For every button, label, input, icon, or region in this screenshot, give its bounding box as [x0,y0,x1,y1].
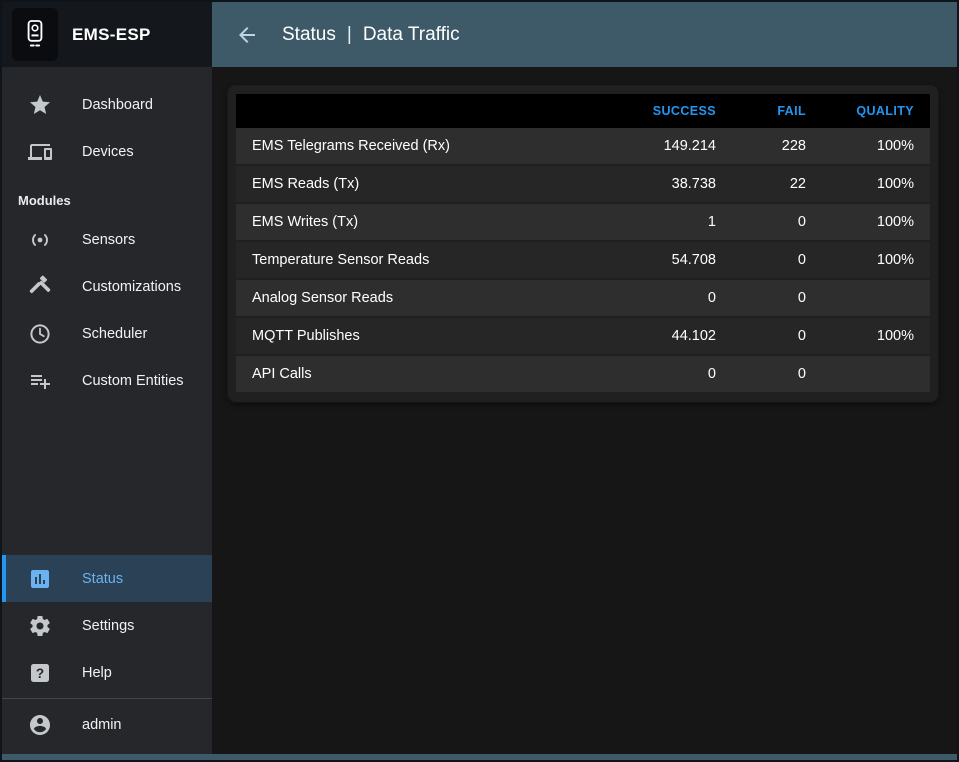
data-traffic-card: SUCCESS FAIL QUALITY EMS Telegrams Recei… [228,86,938,402]
quality-value: 100% [822,203,930,242]
table-row: API Calls 0 0 [236,355,930,394]
row-label: EMS Writes (Tx) [236,203,620,242]
app-bar: Status | Data Traffic [212,2,957,67]
devices-icon [28,140,52,164]
sidebar-item-label: Settings [82,617,135,634]
clock-icon [28,322,52,346]
brand-title: EMS-ESP [72,24,151,44]
sidebar-item-label: Custom Entities [82,372,184,389]
table-row: Analog Sensor Reads 0 0 [236,279,930,318]
sidebar-item-help[interactable]: ? Help [2,649,212,696]
sidebar-item-label: Devices [82,143,134,160]
page-title-page: Data Traffic [362,23,460,45]
sidebar-item-status[interactable]: Status [2,555,212,602]
sidebar-item-devices[interactable]: Devices [2,128,212,175]
row-label: MQTT Publishes [236,317,620,356]
sidebar-item-label: Help [82,664,112,681]
sidebar-item-label: Status [82,570,124,587]
account-icon [28,713,52,737]
bar-chart-icon [28,567,52,591]
table-row: Temperature Sensor Reads 54.708 0 100% [236,241,930,280]
modules-section-label: Modules [18,193,71,208]
arrow-back-icon [239,26,255,43]
body: Dashboard Devices Modules Sensors [2,67,957,754]
success-value: 44.102 [620,317,732,356]
table-row: EMS Reads (Tx) 38.738 22 100% [236,165,930,204]
row-label: Analog Sensor Reads [236,279,620,318]
row-label: EMS Telegrams Received (Rx) [236,128,620,166]
svg-text:?: ? [36,666,44,681]
quality-value: 100% [822,241,930,280]
fail-value: 228 [732,128,822,166]
main-content: SUCCESS FAIL QUALITY EMS Telegrams Recei… [212,67,957,754]
success-value: 38.738 [620,165,732,204]
sidebar-item-sensors[interactable]: Sensors [2,216,212,263]
fail-value: 0 [732,203,822,242]
success-value: 149.214 [620,128,732,166]
sidebar-bottom-group: Status Settings ? Help [2,555,212,748]
gear-icon [28,614,52,638]
top-bar: EMS-ESP Status | Data Traffic [2,2,957,67]
table-row: EMS Writes (Tx) 1 0 100% [236,203,930,242]
row-label: API Calls [236,355,620,394]
success-value: 0 [620,279,732,318]
back-button[interactable] [234,22,260,48]
fail-value: 22 [732,165,822,204]
sidebar-item-label: admin [82,716,122,733]
help-icon: ? [28,661,52,685]
ems-esp-logo-icon [27,19,43,47]
star-icon [28,93,52,117]
quality-value [822,279,930,318]
sidebar-item-label: Sensors [82,231,136,248]
row-label: Temperature Sensor Reads [236,241,620,280]
sidebar-item-label: Scheduler [82,325,148,342]
success-value: 0 [620,355,732,394]
playlist-add-icon [28,369,52,393]
sensors-icon [28,228,52,252]
fail-value: 0 [732,241,822,280]
sidebar-item-custom-entities[interactable]: Custom Entities [2,357,212,404]
fail-value: 0 [732,355,822,394]
bottom-strip [2,754,957,760]
page-title: Status | Data Traffic [282,24,460,46]
sidebar: Dashboard Devices Modules Sensors [2,67,212,754]
fail-value: 0 [732,317,822,356]
data-traffic-table: SUCCESS FAIL QUALITY EMS Telegrams Recei… [236,94,930,394]
sidebar-item-scheduler[interactable]: Scheduler [2,310,212,357]
sidebar-item-dashboard[interactable]: Dashboard [2,81,212,128]
column-header-quality: QUALITY [822,94,930,128]
column-header-name [236,94,620,128]
quality-value: 100% [822,165,930,204]
sidebar-item-label: Customizations [82,278,182,295]
success-value: 1 [620,203,732,242]
row-label: EMS Reads (Tx) [236,165,620,204]
success-value: 54.708 [620,241,732,280]
quality-value [822,355,930,394]
page-title-section: Status [282,23,336,45]
sidebar-item-label: Dashboard [82,96,153,113]
sidebar-divider [2,698,212,699]
table-row: MQTT Publishes 44.102 0 100% [236,317,930,356]
page-title-separator: | [346,23,352,45]
brand-header: EMS-ESP [2,2,212,67]
fail-value: 0 [732,279,822,318]
column-header-fail: FAIL [732,94,822,128]
logo-tile [12,8,58,61]
sidebar-item-customizations[interactable]: Customizations [2,263,212,310]
tools-icon [28,275,52,299]
column-header-success: SUCCESS [620,94,732,128]
table-header-row: SUCCESS FAIL QUALITY [236,94,930,128]
table-row: EMS Telegrams Received (Rx) 149.214 228 … [236,128,930,166]
sidebar-item-admin[interactable]: admin [2,701,212,748]
quality-value: 100% [822,317,930,356]
quality-value: 100% [822,128,930,166]
sidebar-item-settings[interactable]: Settings [2,602,212,649]
